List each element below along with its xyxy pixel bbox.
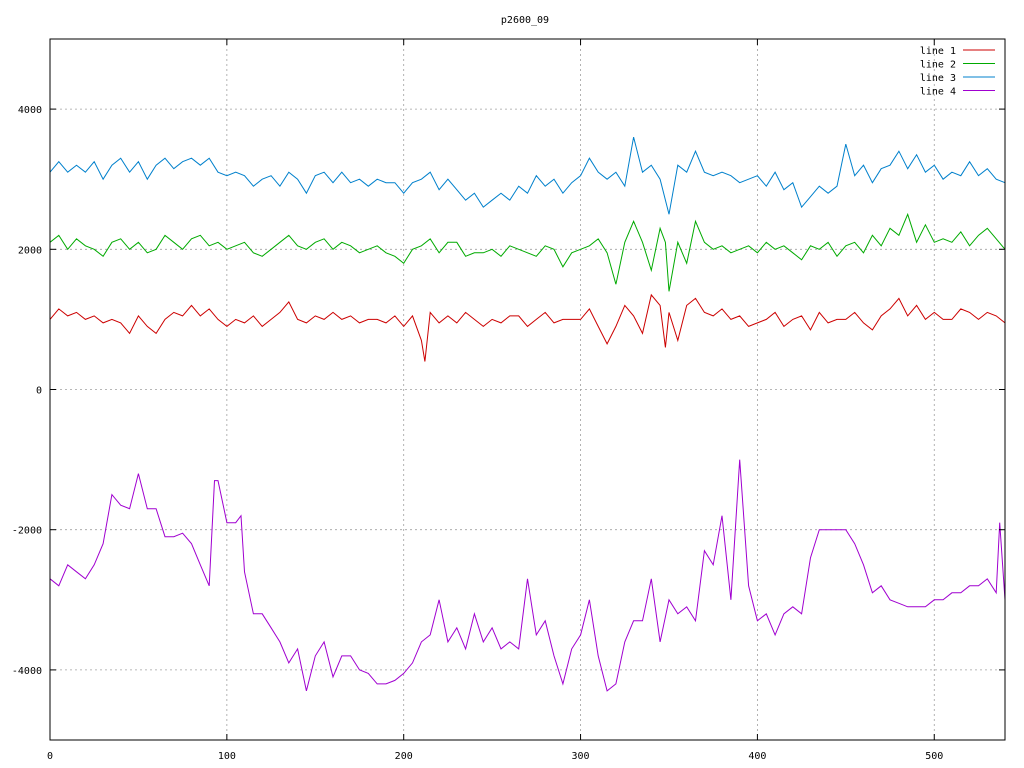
x-tick-label: 200	[395, 751, 413, 762]
legend-label: line 2	[920, 60, 956, 71]
y-tick-label: 4000	[18, 105, 42, 116]
y-tick-label: 2000	[18, 245, 42, 256]
y-tick-label: 0	[36, 386, 42, 397]
series-line-2	[49, 212, 1006, 292]
x-tick-label: 100	[218, 751, 236, 762]
legend-label: line 1	[920, 46, 956, 57]
series-line-3	[49, 136, 1006, 215]
x-tick-label: 400	[748, 751, 766, 762]
legend: line 1 line 2 line 3 line 4	[920, 46, 995, 98]
x-tick-label: 0	[47, 751, 53, 762]
chart-title: p2600_09	[501, 15, 549, 26]
axis-ticks: 0 100 200 300 400 500 -4000 -2000 0 2000 4000	[12, 39, 1005, 762]
series-line-4	[49, 459, 1006, 692]
x-tick-label: 300	[572, 751, 590, 762]
legend-label: line 3	[920, 73, 956, 84]
y-tick-label: -2000	[12, 526, 42, 537]
series-lines	[49, 136, 1006, 692]
legend-label: line 4	[920, 87, 956, 98]
grid-lines	[50, 39, 1005, 740]
x-tick-label: 500	[925, 751, 943, 762]
series-line-1	[49, 293, 1006, 362]
y-tick-label: -4000	[12, 666, 42, 677]
